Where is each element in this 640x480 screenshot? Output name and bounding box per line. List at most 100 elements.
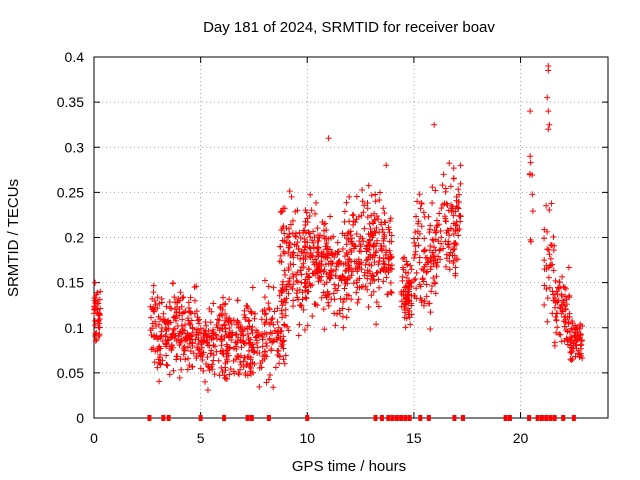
data-point xyxy=(341,277,348,284)
zero-marker xyxy=(394,415,399,421)
data-point xyxy=(386,238,393,245)
data-point xyxy=(373,299,380,306)
data-point xyxy=(294,252,301,259)
data-point xyxy=(186,320,193,327)
data-point xyxy=(228,320,235,327)
data-point xyxy=(562,293,569,300)
data-point xyxy=(541,266,548,273)
data-point xyxy=(150,289,157,296)
data-point xyxy=(358,266,365,273)
data-point xyxy=(557,331,564,338)
data-point xyxy=(215,317,222,324)
data-point xyxy=(416,191,423,198)
data-point xyxy=(560,297,567,304)
data-point xyxy=(289,230,296,237)
zero-marker xyxy=(379,415,384,421)
data-point xyxy=(399,277,406,284)
data-point xyxy=(544,246,551,253)
data-point xyxy=(561,302,568,309)
data-point xyxy=(180,294,187,301)
data-point xyxy=(421,263,428,270)
data-point xyxy=(566,313,573,320)
data-point xyxy=(435,238,442,245)
zero-marker xyxy=(507,415,512,421)
data-point xyxy=(252,310,259,317)
data-point xyxy=(350,218,357,225)
data-point xyxy=(200,349,207,356)
data-point xyxy=(281,321,288,328)
data-point xyxy=(357,241,364,248)
data-point xyxy=(250,349,257,356)
data-point xyxy=(251,361,258,368)
data-point xyxy=(456,213,463,220)
data-point xyxy=(541,301,548,308)
data-point xyxy=(446,258,453,265)
data-point xyxy=(563,327,570,334)
data-point xyxy=(309,252,316,259)
data-point xyxy=(576,351,583,358)
data-point xyxy=(402,288,409,295)
data-point xyxy=(227,365,234,372)
data-point xyxy=(429,184,436,191)
data-point xyxy=(527,153,534,160)
data-point xyxy=(451,252,458,259)
data-point xyxy=(173,309,180,316)
data-point xyxy=(92,279,99,286)
data-point xyxy=(258,316,265,323)
data-point xyxy=(386,229,393,236)
data-point xyxy=(247,354,254,361)
data-point xyxy=(382,219,389,226)
data-point xyxy=(281,205,288,212)
data-point xyxy=(174,323,181,330)
data-point xyxy=(203,360,210,367)
data-point xyxy=(205,327,212,334)
data-point xyxy=(372,191,379,198)
data-point xyxy=(556,279,563,286)
data-point xyxy=(92,337,99,344)
data-point xyxy=(241,307,248,314)
data-point xyxy=(321,326,328,333)
data-point xyxy=(544,295,551,302)
data-point xyxy=(405,305,412,312)
data-point xyxy=(384,254,391,261)
data-point xyxy=(455,232,462,239)
data-point xyxy=(274,319,281,326)
data-point xyxy=(226,296,233,303)
data-point xyxy=(182,356,189,363)
data-point xyxy=(374,237,381,244)
y-tick-label: 0.05 xyxy=(57,365,84,381)
data-point xyxy=(527,108,534,115)
zero-marker xyxy=(418,415,423,421)
data-point xyxy=(379,226,386,233)
data-point xyxy=(279,281,286,288)
data-point xyxy=(414,198,421,205)
data-point xyxy=(244,353,251,360)
data-point xyxy=(366,236,373,243)
data-point xyxy=(156,300,163,307)
data-point xyxy=(370,288,377,295)
zero-marker xyxy=(249,415,254,421)
data-point xyxy=(298,279,305,286)
data-point xyxy=(293,290,300,297)
data-point xyxy=(557,284,564,291)
data-point xyxy=(418,200,425,207)
data-point xyxy=(174,353,181,360)
data-point xyxy=(177,289,184,296)
data-point xyxy=(238,344,245,351)
data-point xyxy=(248,326,255,333)
data-point xyxy=(452,208,459,215)
data-point xyxy=(429,283,436,290)
data-point xyxy=(297,255,304,262)
data-point xyxy=(204,387,211,394)
data-point xyxy=(305,229,312,236)
data-point xyxy=(330,250,337,257)
data-point xyxy=(327,235,334,242)
data-point xyxy=(567,349,574,356)
data-point xyxy=(276,292,283,299)
data-point xyxy=(164,362,171,369)
data-point xyxy=(282,272,289,279)
data-point xyxy=(269,315,276,322)
data-point xyxy=(157,333,164,340)
data-point xyxy=(221,301,228,308)
data-point xyxy=(362,261,369,268)
